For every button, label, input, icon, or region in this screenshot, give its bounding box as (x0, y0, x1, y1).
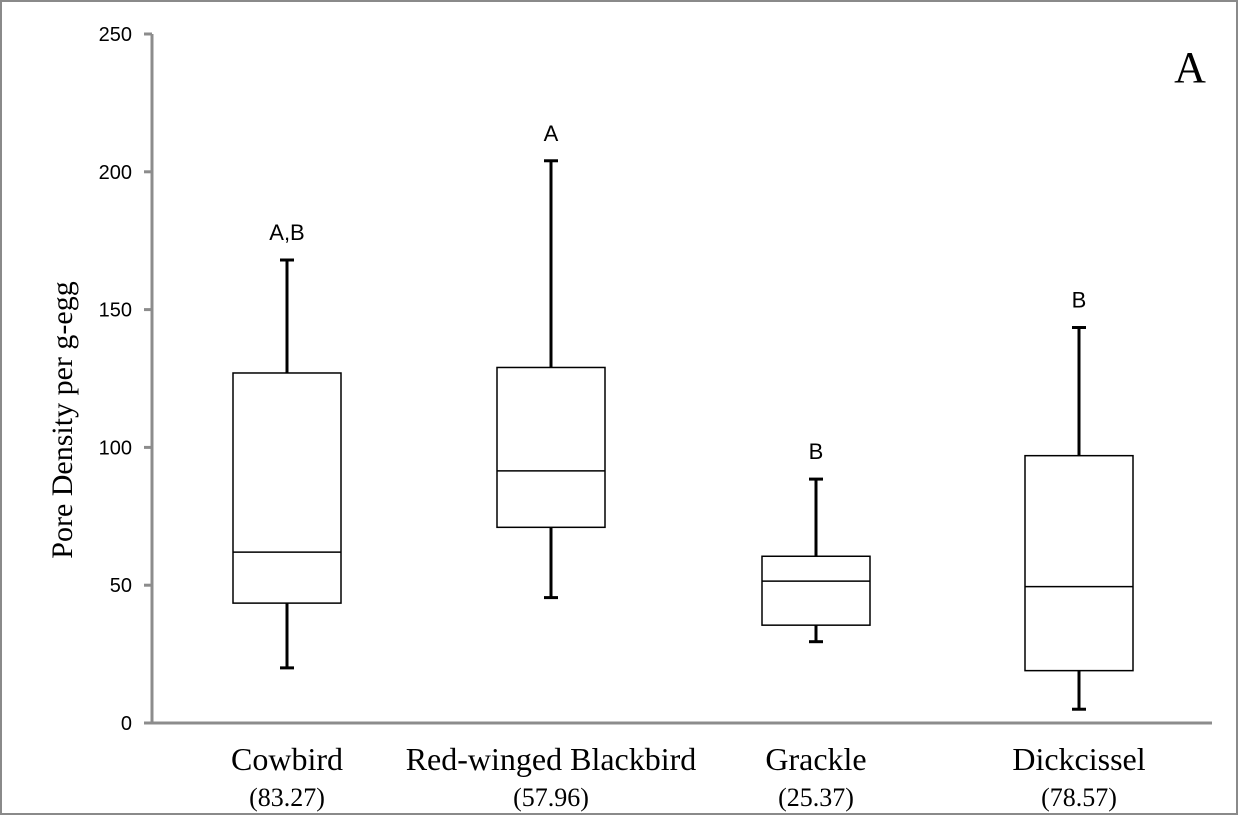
y-tick-label-1: 50 (110, 575, 132, 597)
category-label-0: Cowbird (231, 741, 343, 777)
y-tick-label-0: 0 (121, 713, 132, 735)
axes-group: 0 50 100 150 200 250 (99, 24, 1212, 735)
category-sublabel-2: (25.37) (778, 783, 854, 812)
significance-letter-1: A (544, 121, 559, 146)
category-label-1: Red-winged Blackbird (406, 741, 697, 777)
significance-letter-3: B (1072, 288, 1087, 313)
category-label-3: Dickcissel (1012, 741, 1145, 777)
y-axis-label: Pore Density per g-egg (46, 281, 79, 558)
y-tick-label-3: 150 (99, 300, 132, 322)
box-1 (496, 366, 606, 529)
category-sublabel-1: (57.96) (513, 783, 589, 812)
significance-letter-2: B (809, 439, 824, 464)
boxes-group (232, 159, 1134, 711)
y-tick-label-5: 250 (99, 24, 132, 46)
category-sublabel-0: (83.27) (249, 783, 325, 812)
y-tick-label-2: 100 (99, 437, 132, 459)
y-tick-label-4: 200 (99, 162, 132, 184)
significance-letter-0: A,B (269, 220, 304, 245)
category-label-2: Grackle (765, 741, 866, 777)
box-2 (761, 555, 871, 626)
labels-group: A,B A B B Cowbird (83.27) Red-winged Blackbird… (231, 121, 1146, 812)
panel-label: A (1174, 43, 1206, 92)
box-3 (1024, 454, 1134, 672)
category-sublabel-3: (78.57) (1041, 783, 1117, 812)
box-0 (232, 372, 342, 604)
